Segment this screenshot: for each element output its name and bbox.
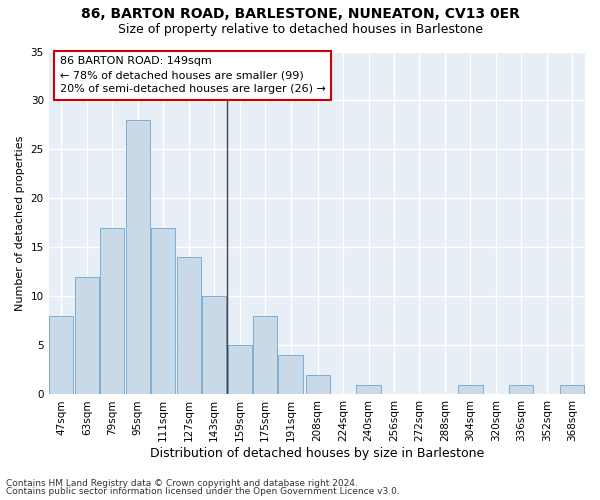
Bar bbox=[253, 316, 277, 394]
Bar bbox=[509, 384, 533, 394]
Bar bbox=[151, 228, 175, 394]
X-axis label: Distribution of detached houses by size in Barlestone: Distribution of detached houses by size … bbox=[150, 447, 484, 460]
Bar bbox=[100, 228, 124, 394]
Text: Size of property relative to detached houses in Barlestone: Size of property relative to detached ho… bbox=[118, 22, 482, 36]
Bar bbox=[227, 346, 252, 395]
Bar bbox=[560, 384, 584, 394]
Bar bbox=[202, 296, 226, 394]
Y-axis label: Number of detached properties: Number of detached properties bbox=[15, 136, 25, 310]
Bar bbox=[125, 120, 150, 394]
Bar bbox=[176, 258, 201, 394]
Bar bbox=[75, 277, 99, 394]
Bar bbox=[458, 384, 482, 394]
Bar bbox=[278, 356, 302, 395]
Bar bbox=[305, 375, 330, 394]
Bar bbox=[49, 316, 73, 394]
Text: 86 BARTON ROAD: 149sqm
← 78% of detached houses are smaller (99)
20% of semi-det: 86 BARTON ROAD: 149sqm ← 78% of detached… bbox=[60, 56, 326, 94]
Bar bbox=[356, 384, 380, 394]
Text: Contains HM Land Registry data © Crown copyright and database right 2024.: Contains HM Land Registry data © Crown c… bbox=[6, 478, 358, 488]
Text: Contains public sector information licensed under the Open Government Licence v3: Contains public sector information licen… bbox=[6, 487, 400, 496]
Text: 86, BARTON ROAD, BARLESTONE, NUNEATON, CV13 0ER: 86, BARTON ROAD, BARLESTONE, NUNEATON, C… bbox=[80, 8, 520, 22]
